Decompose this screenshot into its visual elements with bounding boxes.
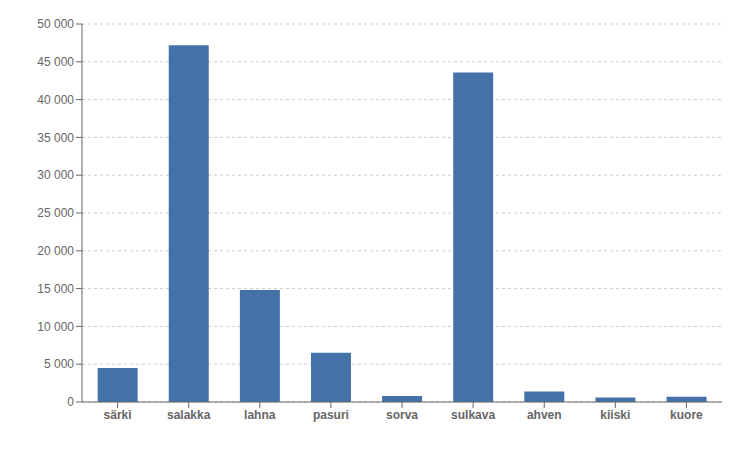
svg-text:30 000: 30 000 — [37, 168, 74, 182]
svg-text:0: 0 — [67, 395, 74, 409]
svg-text:10 000: 10 000 — [37, 320, 74, 334]
svg-text:sorva: sorva — [386, 408, 418, 422]
svg-text:5 000: 5 000 — [44, 357, 74, 371]
svg-text:35 000: 35 000 — [37, 131, 74, 145]
svg-text:25 000: 25 000 — [37, 206, 74, 220]
svg-text:50 000: 50 000 — [37, 17, 74, 31]
svg-text:45 000: 45 000 — [37, 55, 74, 69]
svg-text:15 000: 15 000 — [37, 282, 74, 296]
svg-text:20 000: 20 000 — [37, 244, 74, 258]
svg-text:lahna: lahna — [244, 408, 276, 422]
svg-text:40 000: 40 000 — [37, 93, 74, 107]
svg-text:salakka: salakka — [167, 408, 211, 422]
svg-text:pasuri: pasuri — [313, 408, 349, 422]
svg-text:ahven: ahven — [527, 408, 562, 422]
svg-text:särki: särki — [104, 408, 132, 422]
svg-text:sulkava: sulkava — [451, 408, 495, 422]
svg-text:kiiski: kiiski — [600, 408, 630, 422]
svg-text:kuore: kuore — [670, 408, 703, 422]
